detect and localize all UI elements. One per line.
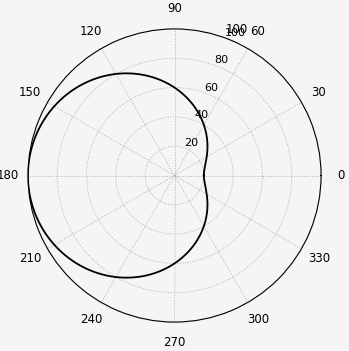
Text: 100: 100 bbox=[225, 23, 247, 36]
